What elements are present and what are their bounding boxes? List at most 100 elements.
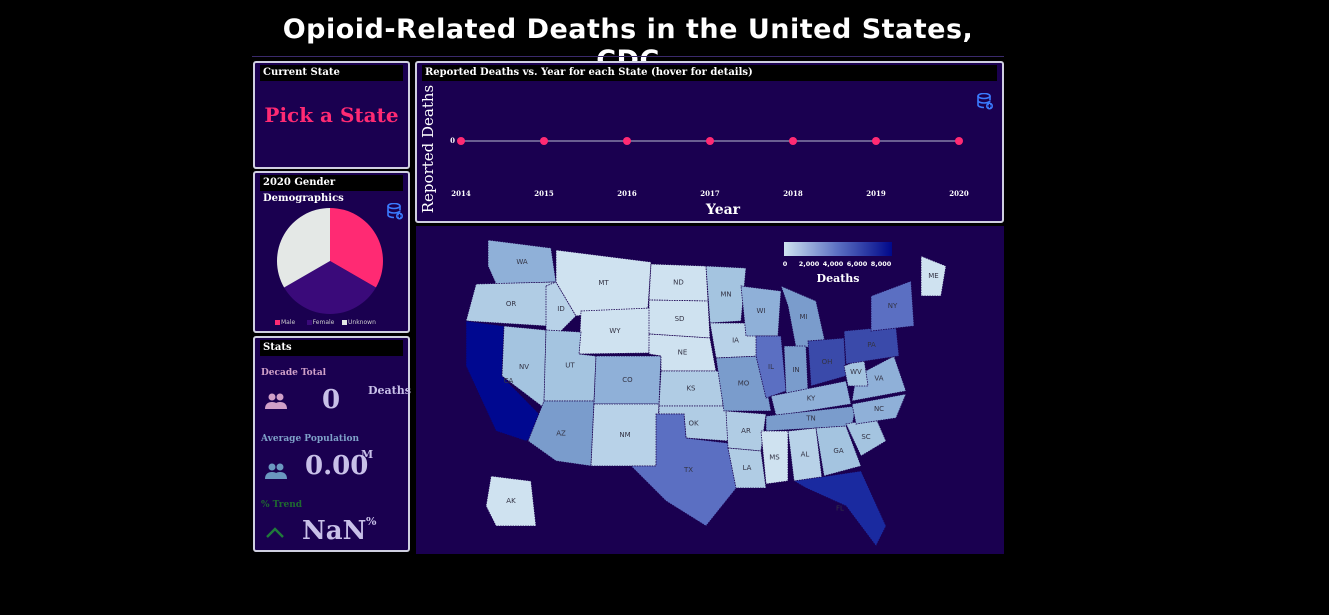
- trend-unit: %: [366, 515, 377, 528]
- deaths-line-chart[interactable]: Reported Deaths Year 0 2014 2015 2016 2017 2…: [417, 81, 1002, 221]
- x-axis-label: Year: [705, 202, 741, 218]
- trend-value: NaN: [302, 516, 367, 546]
- state-label-IN: IN: [792, 366, 799, 374]
- data-point-2014[interactable]: [457, 137, 465, 145]
- state-MN[interactable]: [705, 265, 747, 324]
- pick-state-text: Pick a State: [264, 103, 399, 127]
- state-TX[interactable]: [630, 413, 747, 527]
- state-LA[interactable]: [727, 447, 767, 489]
- state-AK[interactable]: [485, 475, 537, 527]
- people-icon: [265, 393, 287, 409]
- gender-legend: Male Female Unknown: [275, 319, 405, 326]
- legend-female-label: Female: [312, 319, 335, 326]
- state-IL[interactable]: [755, 335, 787, 399]
- state-NY[interactable]: [870, 280, 915, 332]
- state-ID[interactable]: [545, 281, 577, 337]
- data-point-2019[interactable]: [872, 137, 880, 145]
- legend-unknown[interactable]: Unknown: [342, 319, 376, 326]
- state-label-ND: ND: [673, 279, 684, 287]
- state-label-KS: KS: [686, 385, 696, 393]
- state-MI[interactable]: [780, 285, 827, 349]
- state-label-TN: TN: [805, 415, 816, 423]
- average-population-value: 0.00: [305, 451, 369, 481]
- x-tick-2017: 2017: [700, 189, 720, 198]
- average-population-label: Average Population: [261, 434, 360, 444]
- state-MO[interactable]: [715, 355, 772, 412]
- state-FL[interactable]: [792, 470, 887, 547]
- trend-label: % Trend: [261, 500, 303, 510]
- state-label-UT: UT: [565, 362, 575, 370]
- x-tick-2018: 2018: [783, 189, 803, 198]
- decade-total-label: Decade Total: [261, 368, 327, 378]
- state-OH[interactable]: [807, 337, 847, 387]
- pie-slice-unknown[interactable]: [277, 208, 330, 288]
- state-label-MO: MO: [738, 380, 750, 388]
- colorbar-tick: 4,000: [823, 260, 844, 268]
- gender-card: 2020 Gender Demographics Male Female Unk…: [253, 171, 410, 333]
- colorbar-tick: 6,000: [847, 260, 868, 268]
- state-label-NV: NV: [519, 363, 529, 371]
- x-tick-2020: 2020: [949, 189, 969, 198]
- state-NC[interactable]: [851, 393, 907, 425]
- current-state-card: Current State Pick a State: [253, 61, 410, 169]
- stats-card: Stats Decade Total 0 Deaths Average Popu…: [253, 336, 411, 552]
- gender-header: 2020 Gender Demographics: [260, 175, 403, 204]
- state-label-WA: WA: [516, 258, 528, 266]
- state-label-MI: MI: [799, 313, 807, 321]
- database-icon[interactable]: [387, 203, 404, 221]
- page-title: Opioid-Related Deaths in the United Stat…: [282, 14, 974, 76]
- y-axis-label: Reported Deaths: [419, 85, 437, 213]
- state-AZ[interactable]: [527, 400, 595, 467]
- state-label-MN: MN: [720, 291, 731, 299]
- data-point-2020[interactable]: [955, 137, 963, 145]
- state-UT[interactable]: [543, 329, 597, 402]
- gender-pie-chart[interactable]: [275, 206, 385, 316]
- state-MS[interactable]: [760, 430, 789, 485]
- state-label-ID: ID: [557, 305, 564, 313]
- legend-male[interactable]: Male: [275, 319, 295, 326]
- state-label-OK: OK: [688, 420, 699, 428]
- average-population-unit: M: [361, 448, 374, 461]
- state-label-MT: MT: [598, 279, 609, 287]
- pie-slice-male[interactable]: [330, 208, 383, 288]
- data-point-2017[interactable]: [706, 137, 714, 145]
- state-label-MS: MS: [769, 454, 780, 462]
- state-label-WI: WI: [757, 307, 766, 315]
- state-WV[interactable]: [843, 357, 869, 387]
- data-point-2016[interactable]: [623, 137, 631, 145]
- state-IN[interactable]: [783, 345, 809, 395]
- colorbar-tick: 8,000: [871, 260, 892, 268]
- state-label-FL: FL: [836, 505, 844, 513]
- state-ME[interactable]: [920, 255, 947, 297]
- data-point-2015[interactable]: [540, 137, 548, 145]
- state-label-LA: LA: [743, 464, 752, 472]
- colorbar-tick: 0: [783, 260, 788, 268]
- pie-slice-female[interactable]: [284, 261, 376, 314]
- state-PA[interactable]: [843, 325, 900, 365]
- state-label-ME: ME: [928, 272, 938, 280]
- state-label-AR: AR: [741, 427, 751, 435]
- stats-header: Stats: [260, 340, 403, 356]
- state-VA[interactable]: [851, 355, 907, 402]
- us-choropleth-map[interactable]: WA OR CA NV ID MT WY UT AZ CO NM ND SD NE KS OK TX MN IA MO…: [416, 226, 1004, 554]
- colorbar: 0 2,000 4,000 6,000 8,000 Deaths: [783, 242, 892, 285]
- state-KY[interactable]: [770, 380, 852, 417]
- data-point-2018[interactable]: [789, 137, 797, 145]
- x-tick-2015: 2015: [534, 189, 554, 198]
- x-tick-2014: 2014: [451, 189, 471, 198]
- state-label-VA: VA: [874, 375, 883, 383]
- state-label-NM: NM: [619, 431, 630, 439]
- colorbar-tick: 2,000: [799, 260, 820, 268]
- x-tick-2019: 2019: [866, 189, 886, 198]
- chevron-up-icon: [266, 527, 284, 538]
- state-NM[interactable]: [590, 403, 660, 467]
- state-AR[interactable]: [725, 410, 767, 452]
- legend-female[interactable]: Female: [306, 319, 335, 326]
- state-label-CA: CA: [504, 377, 514, 385]
- state-label-AK: AK: [506, 497, 516, 505]
- state-NE[interactable]: [648, 333, 717, 372]
- state-GA[interactable]: [815, 425, 862, 477]
- x-tick-2016: 2016: [617, 189, 637, 198]
- state-label-WV: WV: [850, 368, 862, 376]
- database-icon[interactable]: [977, 93, 994, 111]
